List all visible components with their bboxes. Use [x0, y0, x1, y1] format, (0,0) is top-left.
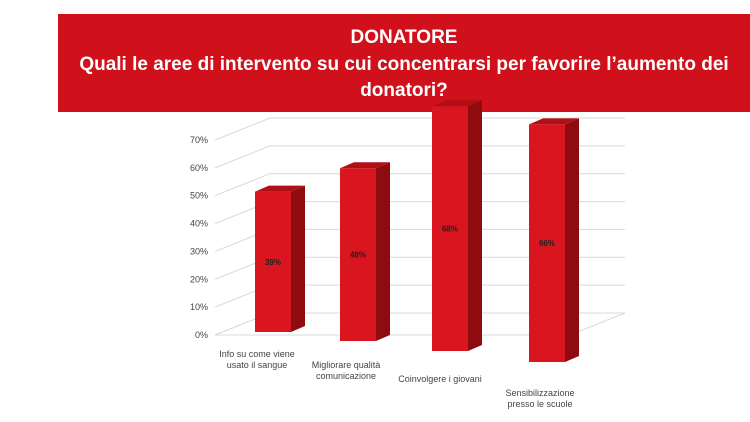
gridline-side	[214, 145, 271, 169]
title-banner: DONATORE Quali le aree di intervento su …	[58, 14, 750, 112]
bar	[340, 168, 376, 341]
bar-side	[376, 162, 390, 341]
data-label: 66%	[539, 239, 555, 248]
y-tick-label: 50%	[190, 191, 208, 201]
data-label: 68%	[442, 225, 458, 234]
bar-top	[255, 185, 305, 192]
bar-top	[432, 100, 482, 107]
y-tick-label: 30%	[190, 246, 208, 256]
gridline-side	[214, 173, 271, 197]
bar-side	[291, 185, 305, 332]
bar-side	[565, 118, 579, 363]
y-tick-label: 20%	[190, 274, 208, 284]
bar	[432, 106, 468, 351]
banner-title: DONATORE	[350, 27, 458, 48]
bar-side	[468, 100, 482, 351]
y-tick-label: 40%	[190, 219, 208, 229]
bar-top	[529, 118, 579, 125]
category-label: presso le scuole	[507, 399, 572, 409]
y-tick-label: 10%	[190, 302, 208, 312]
bar	[529, 124, 565, 363]
y-tick-label: 70%	[190, 135, 208, 145]
gridline-side	[214, 117, 271, 141]
category-label: Info su come viene	[219, 349, 295, 359]
data-label: 48%	[350, 251, 366, 260]
category-label: Migliorare qualità	[312, 360, 381, 370]
category-label: usato il sangue	[227, 360, 288, 370]
banner-question: Quali le aree di intervento su cui conce…	[79, 54, 729, 101]
category-label: Coinvolgere i giovani	[398, 374, 482, 384]
bar	[255, 191, 291, 332]
y-tick-label: 60%	[190, 163, 208, 173]
bar-top	[340, 162, 390, 169]
category-label: Sensibilizzazione	[505, 388, 574, 398]
category-label: comunicazione	[316, 371, 376, 381]
y-tick-label: 0%	[195, 330, 208, 340]
data-label: 39%	[265, 258, 281, 267]
